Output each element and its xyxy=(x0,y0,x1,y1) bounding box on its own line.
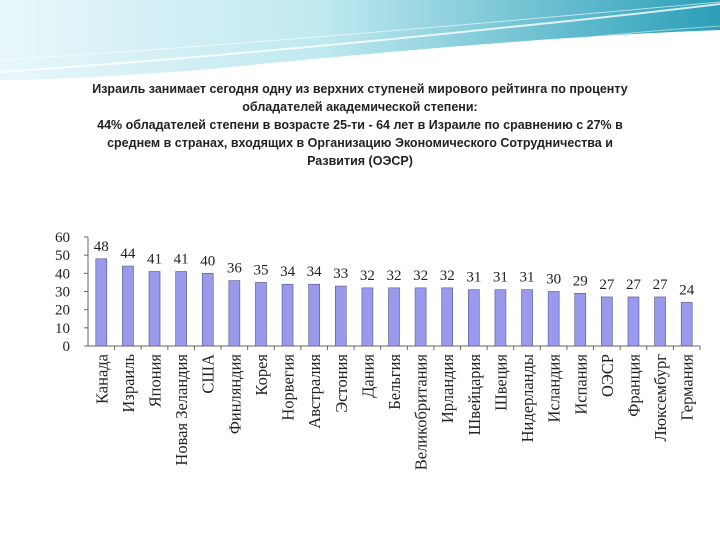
bar-20 xyxy=(601,296,613,347)
y-axis: 0 10 20 30 40 50 60 xyxy=(55,230,700,355)
value-label: 30 xyxy=(546,272,561,288)
slide-heading: Израиль занимает сегодня одну из верхних… xyxy=(40,80,680,170)
bar-13 xyxy=(414,287,427,347)
value-label: 40 xyxy=(200,253,215,269)
y-tick-label: 20 xyxy=(55,303,70,319)
value-label: 32 xyxy=(360,268,375,284)
value-label: 48 xyxy=(94,239,109,255)
value-label: 41 xyxy=(147,252,162,268)
value-label: 32 xyxy=(413,268,428,284)
value-label: 34 xyxy=(307,264,323,280)
bar-14 xyxy=(441,287,454,347)
bar-8 xyxy=(281,283,294,347)
value-label: 32 xyxy=(387,268,402,284)
heading-line-4: среднем в странах, входящих в Организаци… xyxy=(107,136,613,150)
bar-17 xyxy=(521,289,533,347)
value-label: 35 xyxy=(253,262,268,278)
category-label: Исландия xyxy=(545,354,564,423)
bar-18 xyxy=(547,291,560,347)
bar-7 xyxy=(255,282,267,347)
value-label: 29 xyxy=(573,273,588,289)
category-label: Дания xyxy=(358,354,377,398)
y-tick-label: 10 xyxy=(55,321,70,337)
category-label: Канада xyxy=(92,353,111,404)
bar-5 xyxy=(201,273,214,347)
y-tick-label: 60 xyxy=(55,230,70,246)
bar-4 xyxy=(175,271,187,347)
value-label: 27 xyxy=(599,277,615,293)
category-label: Германия xyxy=(678,354,697,421)
bar-2 xyxy=(122,265,134,347)
heading-line-1: Израиль занимает сегодня одну из верхних… xyxy=(92,82,628,96)
bar-11 xyxy=(361,287,374,347)
value-label: 31 xyxy=(466,270,481,286)
category-label: Швейцария xyxy=(465,354,484,436)
category-label: Финляндия xyxy=(225,354,244,435)
category-label: ОЭСР xyxy=(598,354,617,397)
bar-3 xyxy=(148,271,161,347)
value-label: 41 xyxy=(174,252,189,268)
bar-1 xyxy=(95,258,108,347)
value-label: 36 xyxy=(227,261,243,277)
category-label: Новая Зеландия xyxy=(172,354,191,466)
category-label: Австралия xyxy=(305,354,324,429)
heading-line-5: Развития (ОЭСР) xyxy=(307,154,413,168)
bar-21 xyxy=(627,296,640,347)
x-axis-labels: Канада Израиль Япония Новая Зеландия США Финл… xyxy=(92,346,701,471)
bar-12 xyxy=(388,287,400,347)
category-label: Корея xyxy=(252,354,271,396)
category-label: Испания xyxy=(571,354,590,415)
bar-15 xyxy=(468,289,480,347)
value-label: 44 xyxy=(120,246,136,262)
value-labels: 48 44 41 41 40 36 35 34 34 33 32 32 32 32 31 31 31 30 29 27… xyxy=(94,239,695,299)
header-banner xyxy=(0,0,720,80)
bar-19 xyxy=(574,293,587,347)
bars xyxy=(95,258,693,347)
heading-line-3: 44% обладателей степени в возрасте 25-ти… xyxy=(97,118,623,132)
bar-22 xyxy=(654,296,666,347)
value-label: 32 xyxy=(440,268,455,284)
category-label: Швеция xyxy=(491,354,510,411)
category-label: Ирландия xyxy=(438,354,457,424)
y-tick-label: 30 xyxy=(55,285,70,301)
category-label: Израиль xyxy=(119,354,138,413)
category-label: Япония xyxy=(146,354,165,408)
category-label: Бельгия xyxy=(385,354,404,410)
category-label: Люксембург xyxy=(651,354,670,442)
bar-9 xyxy=(308,283,320,347)
value-label: 27 xyxy=(626,277,642,293)
y-tick-label: 50 xyxy=(55,248,70,264)
bar-16 xyxy=(494,289,507,347)
value-label: 31 xyxy=(493,270,508,286)
category-label: Нидерланды xyxy=(518,354,537,442)
y-tick-label: 40 xyxy=(55,266,70,282)
category-label: Эстония xyxy=(332,354,351,413)
category-label: Франция xyxy=(624,354,643,417)
value-label: 27 xyxy=(653,277,669,293)
category-label: Норвегия xyxy=(279,354,298,421)
y-tick-label: 0 xyxy=(63,339,71,355)
value-label: 34 xyxy=(280,264,296,280)
heading-line-2: обладателей академической степени: xyxy=(242,100,478,114)
bar-23 xyxy=(680,302,693,347)
category-label: Великобритания xyxy=(412,354,431,471)
value-label: 31 xyxy=(520,270,535,286)
value-label: 33 xyxy=(333,266,348,282)
bar-10 xyxy=(334,285,347,347)
value-label: 24 xyxy=(679,282,695,298)
bar-6 xyxy=(228,280,241,347)
category-label: США xyxy=(199,354,218,394)
